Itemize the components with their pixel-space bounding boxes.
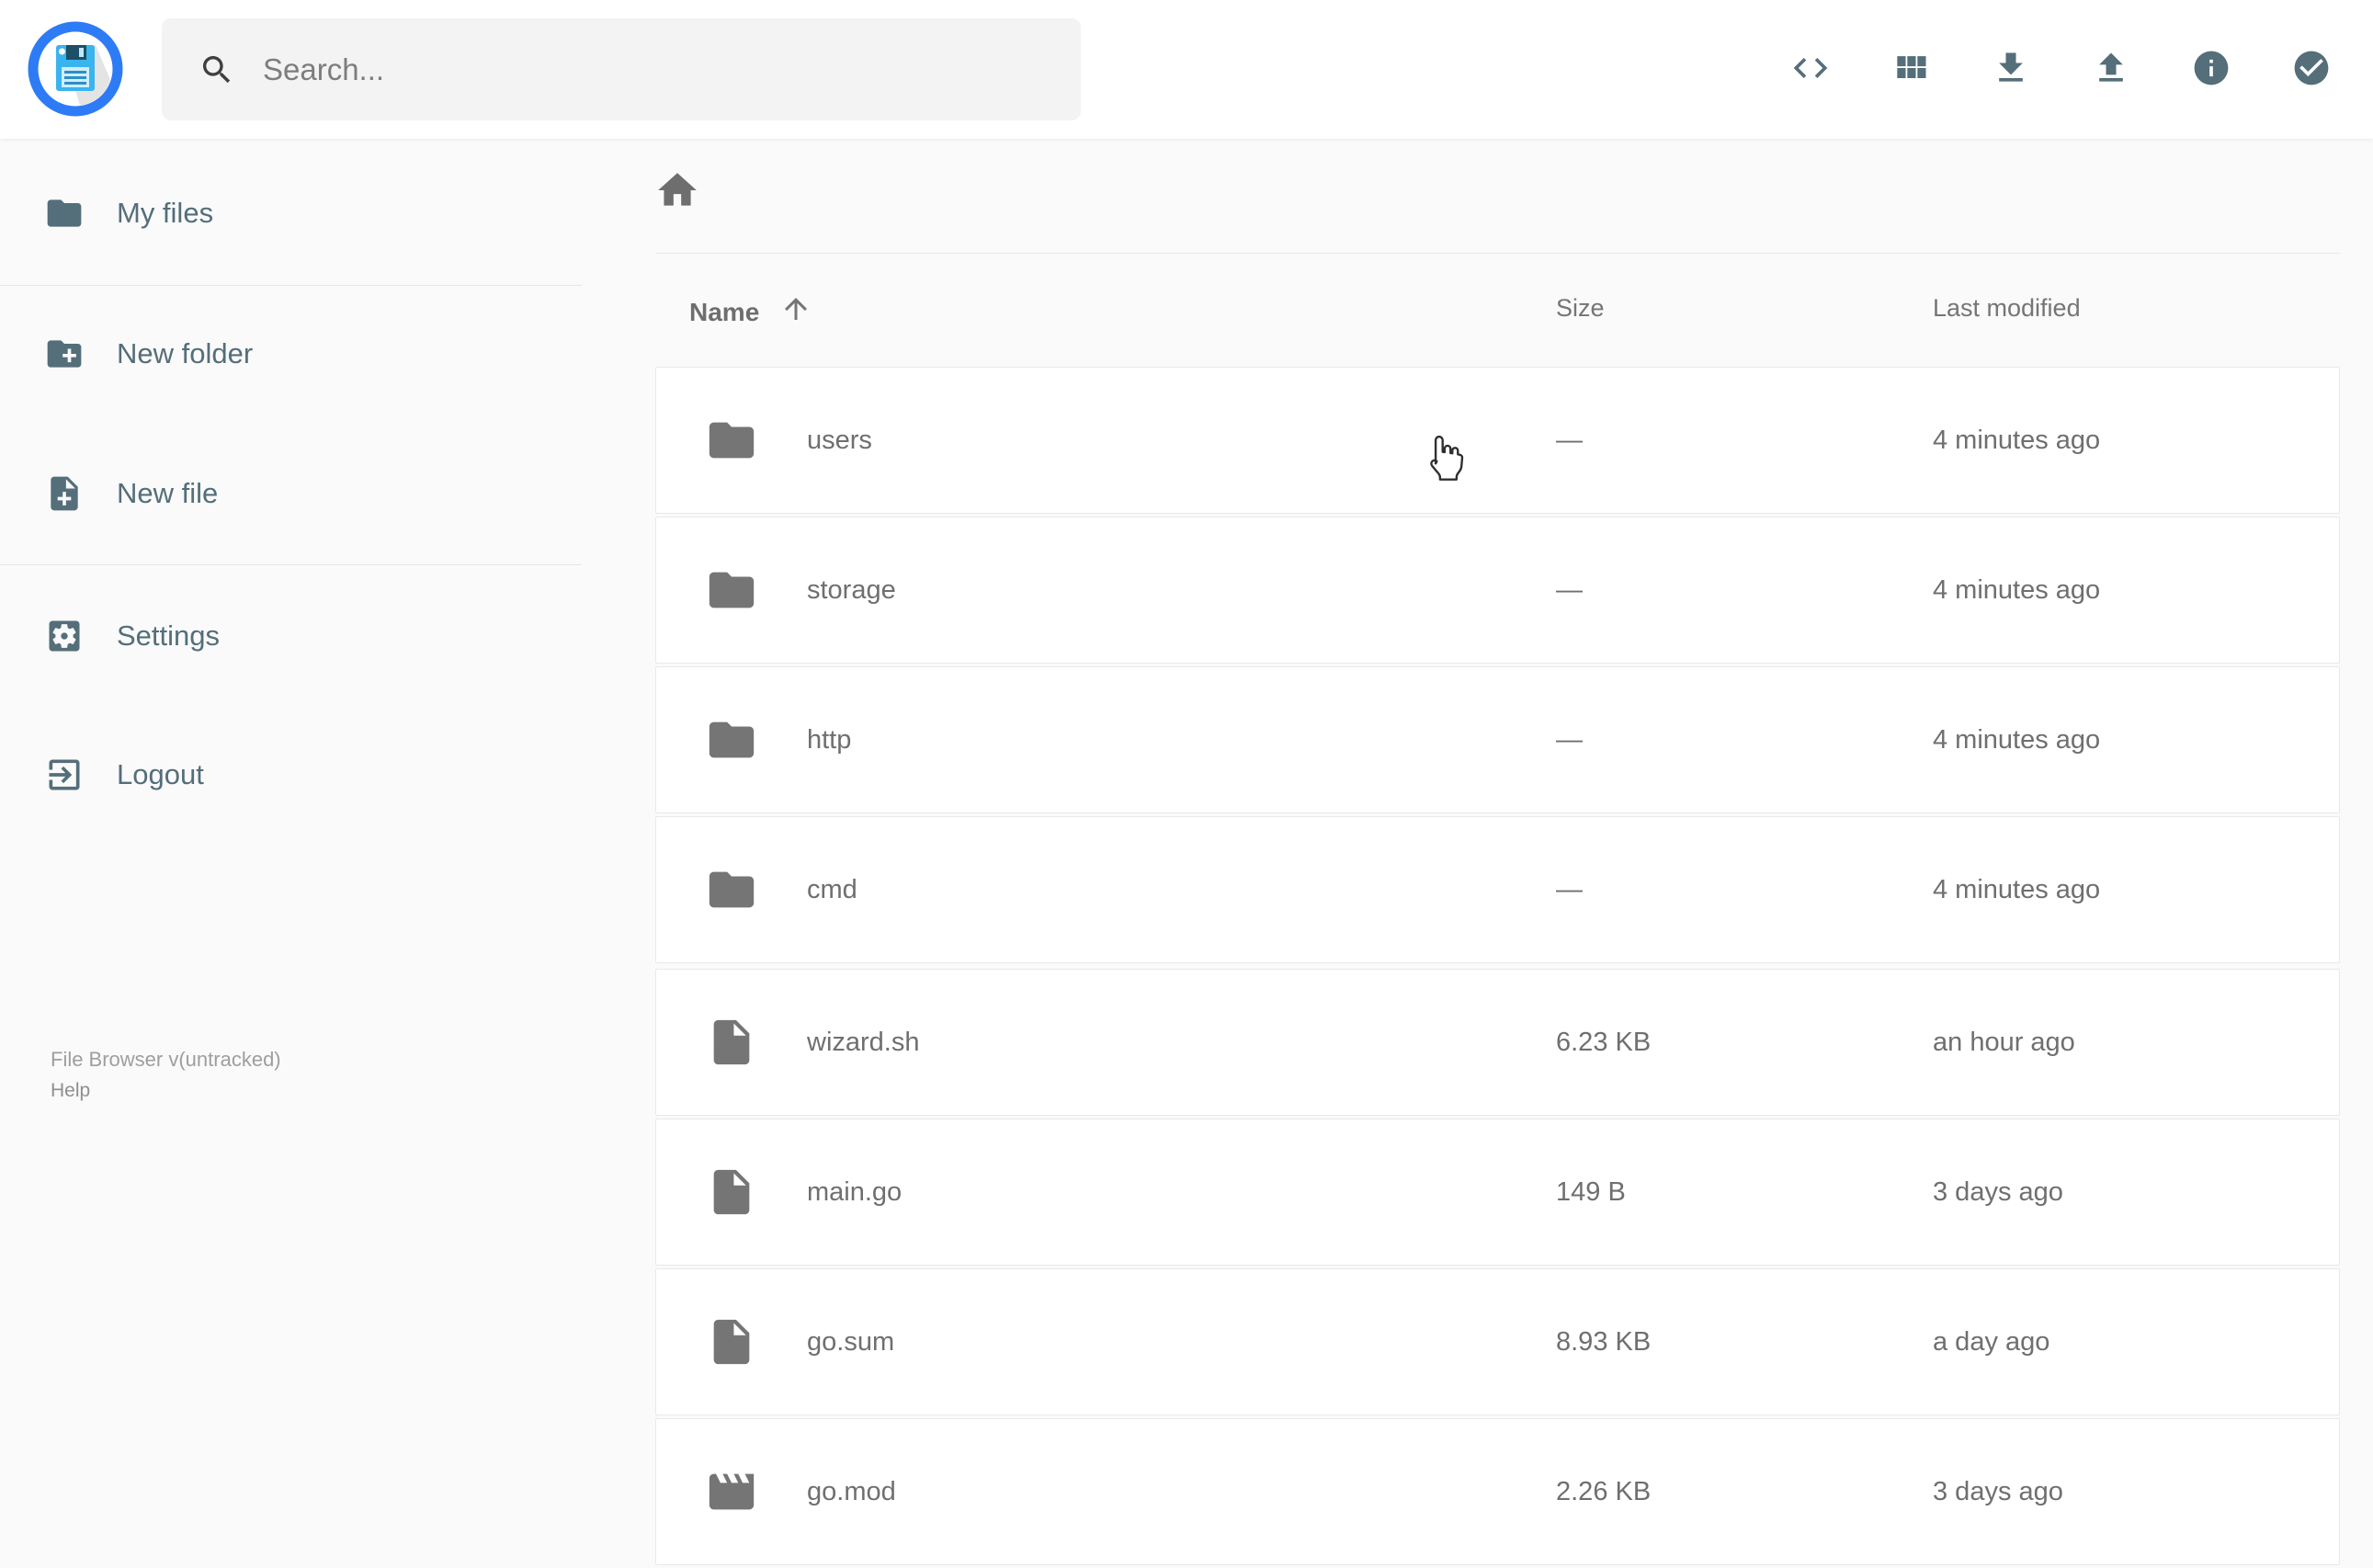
sidebar-footer: File Browser v(untracked) Help [51,1044,281,1107]
logout-icon [44,755,85,795]
file-size: — [1556,426,1583,455]
file-list: users — 4 minutes ago storage — 4 minute… [655,367,2340,1568]
sidebar-item-new-folder[interactable]: New folder [0,306,582,402]
breadcrumb-divider [655,253,2340,254]
file-modified: 4 minutes ago [1933,875,2101,904]
help-link[interactable]: Help [51,1080,91,1101]
grid-icon [1890,48,1931,91]
search-input[interactable] [261,51,1018,88]
sidebar-item-label: My files [117,197,214,229]
settings-icon [44,616,85,656]
name-header-label: Name [689,297,760,326]
home-icon [654,167,700,216]
folder-icon [705,563,758,617]
code-icon [1790,48,1831,91]
sidebar-item-label: Logout [117,758,204,790]
file-row[interactable]: go.mod 2.26 KB 3 days ago [655,1418,2340,1565]
file-modified: 4 minutes ago [1933,575,2101,605]
sidebar-item-new-file[interactable]: New file [0,446,582,541]
upload-icon [2091,48,2131,91]
folder-icon [44,193,85,233]
top-bar [0,0,2373,139]
file-name: main.go [807,1177,903,1207]
file-size: 8.93 KB [1556,1327,1652,1357]
upload-button[interactable] [2091,50,2131,90]
file-row[interactable]: go.sum 8.93 KB a day ago [655,1268,2340,1415]
app-version-text: File Browser v(untracked) [51,1048,281,1071]
sidebar-item-label: Settings [117,619,221,652]
file-size: 6.23 KB [1556,1028,1652,1057]
file-size: — [1556,725,1583,755]
code-view-button[interactable] [1790,50,1831,90]
check-circle-icon [2291,48,2332,91]
file-name: http [807,725,852,755]
file-row[interactable]: http — 4 minutes ago [655,666,2340,813]
folder-icon [705,713,758,767]
file-name: users [807,426,872,455]
breadcrumb-home-button[interactable] [648,162,707,221]
info-button[interactable] [2191,50,2231,90]
sidebar-divider [0,285,582,286]
file-modified: a day ago [1933,1327,2050,1357]
sidebar-item-logout[interactable]: Logout [0,727,582,823]
sort-by-size-header[interactable]: Size [1556,294,1605,322]
file-modified: 4 minutes ago [1933,725,2101,755]
sidebar: My files New folder New file Settings [0,139,582,1526]
file-name: go.mod [807,1477,896,1506]
new-file-icon [44,473,85,514]
sidebar-item-my-files[interactable]: My files [0,165,582,261]
sort-ascending-arrow-icon [779,292,812,332]
file-size: — [1556,875,1583,904]
sidebar-item-settings[interactable]: Settings [0,588,582,684]
file-size: 149 B [1556,1177,1626,1207]
file-modified: 4 minutes ago [1933,426,2101,455]
file-icon [705,1016,758,1069]
file-row[interactable]: cmd — 4 minutes ago [655,816,2340,963]
file-row[interactable]: wizard.sh 6.23 KB an hour ago [655,969,2340,1116]
file-name: go.sum [807,1327,895,1357]
app-logo[interactable] [28,21,123,117]
movie-icon [705,1465,758,1518]
download-icon [1991,48,2031,91]
file-modified: 3 days ago [1933,1477,2063,1506]
file-row[interactable]: users — 4 minutes ago [655,367,2340,514]
file-modified: an hour ago [1933,1028,2075,1057]
file-icon [705,1315,758,1369]
toolbar-actions [1790,0,2332,139]
sort-by-name-header[interactable]: Name [689,292,812,332]
file-row[interactable]: storage — 4 minutes ago [655,517,2340,664]
sidebar-divider [0,564,582,565]
file-size: — [1556,575,1583,605]
folder-icon [705,863,758,916]
search-bar [162,18,1081,120]
sort-by-modified-header[interactable]: Last modified [1933,294,2081,322]
file-name: storage [807,575,896,605]
folder-icon [705,414,758,467]
file-name: wizard.sh [807,1028,920,1057]
sidebar-item-label: New file [117,477,219,509]
info-icon [2191,48,2231,91]
file-name: cmd [807,875,857,904]
file-row[interactable]: main.go 149 B 3 days ago [655,1119,2340,1266]
new-folder-icon [44,334,85,374]
file-size: 2.26 KB [1556,1477,1652,1506]
floppy-disk-logo-icon [28,21,123,119]
grid-view-button[interactable] [1890,50,1931,90]
list-header: Name Size Last modified [655,277,2340,348]
search-icon [199,51,235,88]
select-multiple-button[interactable] [2291,50,2332,90]
sidebar-item-label: New folder [117,337,254,369]
file-modified: 3 days ago [1933,1177,2063,1207]
file-icon [705,1165,758,1219]
download-button[interactable] [1991,50,2031,90]
